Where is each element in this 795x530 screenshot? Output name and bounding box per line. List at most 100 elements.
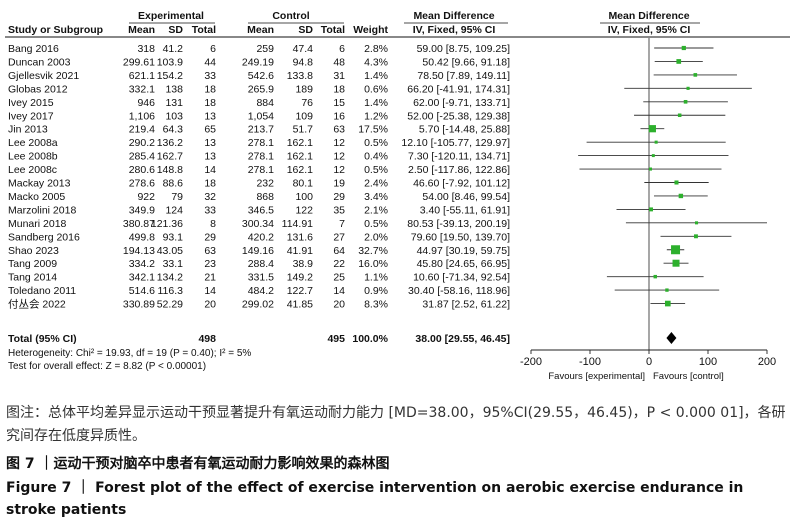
weight-square — [686, 86, 690, 90]
c-sd: 114.91 — [282, 218, 313, 230]
study-name: 付丛会 2022 — [8, 298, 66, 311]
header-method: IV, Fixed, 95% CI — [413, 24, 496, 36]
e-sd: 162.7 — [157, 151, 183, 163]
ci-text: 66.20 [-41.91, 174.31] — [407, 83, 510, 95]
e-total: 6 — [210, 43, 216, 55]
e-mean: 1,106 — [129, 110, 155, 122]
c-sd: 51.7 — [293, 124, 314, 136]
x-tick-label: 100 — [699, 356, 717, 368]
header-control: Control — [272, 10, 309, 22]
study-name: Duncan 2003 — [8, 56, 71, 68]
c-total: 31 — [333, 70, 345, 82]
c-sd: 162.1 — [287, 164, 313, 176]
caption-note: 图注：总体平均差异显示运动干预显著提升有氧运动耐力能力 [MD=38.00，95… — [6, 405, 786, 444]
study-name: Macko 2005 — [8, 191, 65, 203]
c-total: 15 — [333, 97, 345, 109]
total-c-n: 495 — [327, 333, 345, 345]
e-total: 63 — [204, 245, 216, 257]
study-name: Bang 2016 — [8, 43, 59, 55]
ci-text: 30.40 [-58.16, 118.96] — [408, 285, 510, 297]
weight: 0.4% — [364, 151, 388, 163]
weight-square — [693, 73, 698, 77]
e-mean: 334.2 — [129, 258, 155, 270]
c-total: 63 — [333, 124, 345, 136]
e-mean: 318 — [137, 43, 155, 55]
weight: 1.4% — [364, 70, 388, 82]
ci-text: 44.97 [30.19, 59.75] — [417, 245, 510, 257]
header-weight: Weight — [353, 24, 388, 36]
weight-square — [671, 245, 681, 255]
c-total: 25 — [333, 272, 345, 284]
e-mean: 278.6 — [129, 178, 155, 190]
c-mean: 346.5 — [248, 204, 274, 216]
c-total: 14 — [333, 285, 345, 297]
weight-square — [681, 45, 686, 51]
c-sd: 189 — [295, 83, 313, 95]
weight: 32.7% — [358, 245, 388, 257]
c-sd: 133.8 — [287, 70, 313, 82]
e-total: 13 — [204, 151, 216, 163]
study-name: Shao 2023 — [8, 245, 59, 257]
weight-square — [648, 125, 656, 133]
c-mean: 420.2 — [248, 231, 274, 243]
e-mean: 349.9 — [129, 204, 155, 216]
c-mean: 868 — [256, 191, 274, 203]
c-sd: 131.6 — [287, 231, 313, 243]
weight: 4.3% — [364, 56, 388, 68]
weight-square — [653, 274, 657, 279]
weight-square — [677, 113, 682, 118]
e-mean: 621.1 — [129, 70, 155, 82]
c-total: 64 — [333, 245, 345, 257]
header-e-sd: SD — [168, 24, 183, 36]
e-total: 14 — [204, 285, 216, 297]
weight: 0.6% — [364, 83, 388, 95]
study-name: Gjellesvik 2021 — [8, 70, 79, 82]
ci-text: 45.80 [24.65, 66.95] — [417, 258, 510, 270]
study-name: Globas 2012 — [8, 83, 68, 95]
c-total: 12 — [333, 137, 345, 149]
summary-diamond — [666, 332, 677, 344]
e-total: 65 — [204, 124, 216, 136]
e-total: 18 — [204, 178, 216, 190]
c-sd: 94.8 — [293, 56, 314, 68]
e-sd: 116.3 — [158, 285, 184, 297]
e-mean: 342.1 — [129, 272, 155, 284]
header-c-mean: Mean — [247, 24, 274, 36]
c-total: 27 — [333, 231, 345, 243]
e-mean: 946 — [137, 97, 155, 109]
c-sd: 38.9 — [293, 258, 314, 270]
e-sd: 103.9 — [157, 56, 183, 68]
total-ci-text: 38.00 [29.55, 46.45] — [415, 333, 510, 345]
heterogeneity-text: Heterogeneity: Chi² = 19.93, df = 19 (P … — [8, 348, 251, 359]
e-sd: 52.29 — [157, 299, 183, 311]
weight-square — [683, 99, 688, 104]
c-sd: 109 — [295, 110, 313, 122]
study-name: Marzolini 2018 — [8, 204, 76, 216]
c-total: 29 — [333, 191, 345, 203]
study-name: Toledano 2011 — [8, 285, 76, 297]
e-mean: 330.89 — [123, 299, 155, 311]
forest-plot: Experimental Control Mean Difference Mean D… — [5, 10, 790, 382]
c-sd: 41.85 — [287, 299, 313, 311]
study-name: Jin 2013 — [8, 124, 48, 136]
c-sd: 162.1 — [287, 137, 313, 149]
c-sd: 149.2 — [287, 272, 313, 284]
e-sd: 136.2 — [157, 137, 183, 149]
e-mean: 280.6 — [129, 164, 155, 176]
c-total: 48 — [333, 56, 345, 68]
weight-square — [664, 300, 671, 307]
weight-square — [694, 234, 698, 239]
e-sd: 134.2 — [157, 272, 183, 284]
c-mean: 331.5 — [248, 272, 274, 284]
header-plot-method: IV, Fixed, 95% CI — [608, 24, 691, 36]
c-mean: 884 — [256, 97, 274, 109]
e-sd: 121.36 — [151, 218, 183, 230]
c-sd: 122.7 — [287, 285, 313, 297]
e-mean: 290.2 — [129, 137, 155, 149]
c-mean: 288.4 — [248, 258, 274, 270]
ci-text: 80.53 [-39.13, 200.19] — [407, 218, 510, 230]
c-sd: 76 — [301, 97, 313, 109]
c-mean: 259 — [256, 43, 274, 55]
weight-square — [651, 154, 655, 158]
